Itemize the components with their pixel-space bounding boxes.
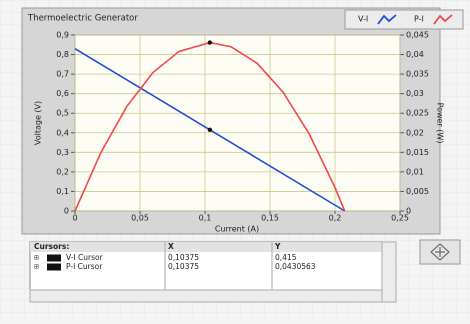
cursor-table-header <box>30 242 396 252</box>
y2-tick-label: 0,01 <box>406 167 424 176</box>
legend[interactable] <box>344 9 464 30</box>
x-tick-label: 0,15 <box>261 214 279 223</box>
table-header: X <box>168 242 174 251</box>
chart-title: Thermoelectric Generator <box>27 14 138 24</box>
y2-tick-label: 0,005 <box>406 187 429 196</box>
table-cell: P-I Cursor <box>66 262 103 271</box>
table-cell: 0,10375 <box>168 262 199 271</box>
y2-tick-label: 0,025 <box>406 109 429 118</box>
cursor-color-swatch <box>47 254 61 262</box>
x-tick-label: 0 <box>72 214 77 223</box>
legend-swatch <box>433 14 453 25</box>
x-tick-label: 0,2 <box>329 214 342 223</box>
y-tick-label: 0 <box>64 207 69 216</box>
expand-icon: ⊞ <box>34 264 39 271</box>
cursor-marker <box>207 127 213 133</box>
cursor-color-swatch <box>47 263 61 271</box>
y2-tick-label: 0,045 <box>406 31 429 40</box>
plot-area <box>74 34 401 212</box>
y2-tick-label: 0,04 <box>406 50 424 59</box>
cursor-marker <box>207 40 213 45</box>
y-axis-label: Voltage (V) <box>34 101 43 145</box>
y2-axis-label: Power (W) <box>436 103 445 144</box>
table-cell: V-I Cursor <box>66 253 104 262</box>
table-header: Y <box>274 242 281 251</box>
cursor-move-icon <box>430 243 450 261</box>
y-tick-label: 0,9 <box>56 31 69 40</box>
y2-tick-label: 0,035 <box>406 70 429 79</box>
expand-icon: ⊞ <box>34 255 39 262</box>
x-tick-label: 0,05 <box>131 214 149 223</box>
y2-tick-label: 0,02 <box>406 128 424 137</box>
table-cell: 0,0430563 <box>275 262 316 271</box>
x-tick-label: 0,1 <box>199 214 212 223</box>
y-tick-label: 0,1 <box>56 187 69 196</box>
y-tick-label: 0,2 <box>56 167 69 176</box>
table-header: Cursors: <box>34 242 69 251</box>
scrollbar[interactable] <box>29 289 383 303</box>
y2-tick-label: 0,03 <box>406 89 424 98</box>
y2-tick-label: 0 <box>406 207 411 216</box>
y-tick-label: 0,4 <box>56 128 69 137</box>
legend-label: P-I <box>414 15 424 24</box>
x-axis-label: Current (A) <box>215 225 259 234</box>
series-line <box>74 41 346 212</box>
legend-label: V-I <box>358 15 368 24</box>
table-cell: 0,10375 <box>168 253 199 262</box>
y-tick-label: 0,3 <box>56 148 69 157</box>
y-tick-label: 0,5 <box>56 109 69 118</box>
y2-tick-label: 0,015 <box>406 148 429 157</box>
table-cell: 0,415 <box>275 253 297 262</box>
x-tick-label: 0,25 <box>391 214 409 223</box>
y-tick-label: 0,7 <box>56 70 69 79</box>
legend-swatch <box>377 14 397 25</box>
table-text: Cursors: X Y ⊞ V-I Cursor 0,10375 0,415 ⊞ P-I Cu… <box>34 242 316 271</box>
y-tick-label: 0,6 <box>56 89 69 98</box>
y-tick-label: 0,8 <box>56 50 69 59</box>
scrollbar[interactable] <box>381 241 397 303</box>
